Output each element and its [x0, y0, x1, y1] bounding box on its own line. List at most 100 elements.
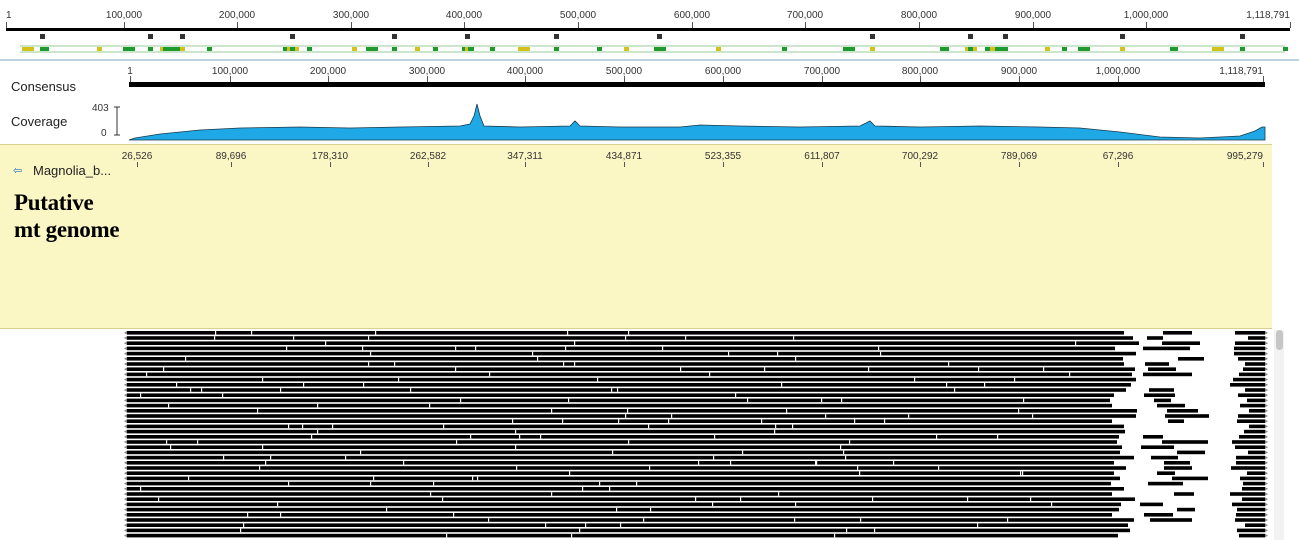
consensus-tick-mark [1118, 76, 1119, 82]
read-boundary [1022, 471, 1024, 475]
read-boundary [843, 450, 845, 455]
overview-ruler[interactable]: 1 100,000 200,000 300,000 400,000 500,000 600,… [0, 0, 1299, 30]
read-boundary [373, 476, 375, 481]
read-direction-arrow [1265, 419, 1268, 423]
read-alignment [1238, 357, 1265, 361]
read-boundary [880, 351, 882, 356]
read-direction-arrow [124, 351, 127, 356]
consensus-tick-mark [427, 76, 428, 82]
overview-feature-marker [180, 34, 185, 39]
sequence-tick-label: 26,526 [121, 151, 153, 162]
read-boundary [761, 419, 763, 423]
read-alignment [1168, 419, 1184, 423]
sequence-tick-label: 434,871 [605, 151, 643, 162]
read-boundary [735, 393, 737, 397]
overview-feature [1173, 47, 1178, 51]
read-boundary [611, 388, 613, 392]
overview-feature [990, 47, 995, 51]
read-alignment [127, 487, 1124, 491]
overview-feature-marker [40, 34, 45, 39]
read-alignment [1237, 507, 1265, 512]
read-boundary [793, 336, 795, 340]
overview-feature [415, 47, 420, 51]
read-boundary [893, 461, 895, 465]
overview-feature [1283, 47, 1288, 51]
overview-feature [985, 47, 990, 51]
read-alignment [1151, 455, 1178, 460]
read-boundary [709, 372, 711, 377]
read-boundary [781, 383, 783, 387]
sequence-ruler[interactable]: 26,526 89,696 178,310 262,582 347,311 434,871… [0, 146, 1299, 167]
read-boundary [695, 497, 697, 501]
overview-feature [490, 47, 495, 51]
overview-tick-mark [351, 22, 352, 28]
overview-feature [995, 47, 1007, 51]
read-alignment [1230, 383, 1265, 387]
read-boundary [671, 414, 673, 418]
vertical-scrollbar[interactable] [1274, 330, 1284, 540]
consensus-ruler[interactable]: 1 100,000 200,000 300,000 400,000 500,000 600,… [0, 62, 1299, 82]
overview-tick-mark [1146, 22, 1147, 28]
read-boundary [977, 523, 979, 527]
sequence-tick-mark [525, 162, 526, 167]
read-boundary [627, 409, 629, 413]
read-alignment [1167, 409, 1198, 413]
read-direction-arrow [124, 492, 127, 496]
overview-tick-mark [578, 22, 579, 28]
overview-tick-label: 800,000 [900, 10, 938, 21]
read-boundary [345, 455, 347, 460]
read-boundary [579, 528, 581, 533]
overview-feature-marker [968, 34, 973, 39]
read-alignment [127, 445, 1122, 449]
overview-feature [163, 47, 168, 51]
sequence-name-label[interactable]: Magnolia_b... [33, 163, 112, 178]
read-boundary [470, 435, 472, 439]
read-alignment [1154, 398, 1171, 403]
read-boundary [170, 445, 172, 449]
overview-feature [307, 47, 312, 51]
read-boundary [764, 367, 766, 371]
overview-feature [716, 47, 721, 51]
coverage-max-label: 403 [92, 103, 109, 114]
read-boundary [286, 346, 288, 351]
read-boundary [460, 398, 462, 403]
read-direction-arrow [1265, 476, 1268, 481]
read-boundary [293, 336, 295, 340]
read-alignment [1157, 403, 1185, 408]
read-alignment [127, 377, 1136, 382]
read-boundary [840, 445, 842, 449]
read-boundary [515, 445, 517, 449]
read-alignment [1239, 533, 1265, 538]
read-direction-arrow [124, 435, 127, 439]
read-direction-arrow [124, 336, 127, 340]
read-boundary [978, 367, 980, 371]
consensus-tick-label: 1,118,791 [1219, 66, 1263, 77]
read-boundary [841, 398, 843, 403]
overview-tick-mark [6, 22, 7, 28]
sequence-link-icon[interactable]: ⇦ [13, 165, 23, 177]
read-alignment [1177, 450, 1205, 455]
read-alignment [127, 367, 1135, 371]
consensus-label: Consensus [11, 79, 77, 94]
read-direction-arrow [1265, 507, 1268, 512]
overview-tick-label: 100,000 [105, 10, 143, 21]
read-boundary [794, 518, 796, 522]
read-boundary [443, 424, 445, 429]
read-alignment [1248, 450, 1265, 455]
overview-sequence-bar [6, 28, 1290, 31]
read-direction-arrow [1265, 346, 1268, 351]
read-boundary [857, 466, 859, 470]
read-boundary [277, 502, 279, 507]
coverage-label: Coverage [11, 114, 68, 129]
read-boundary [786, 409, 788, 413]
overview-feature-marker [870, 34, 875, 39]
read-direction-arrow [1265, 445, 1268, 449]
read-boundary [403, 461, 405, 465]
read-boundary [168, 403, 170, 408]
sequence-tick-label: 523,355 [704, 151, 742, 162]
scrollbar-thumb[interactable] [1276, 330, 1283, 350]
overview-feature [465, 47, 470, 51]
read-alignment [127, 481, 1111, 486]
read-direction-arrow [1265, 351, 1268, 356]
read-boundary [616, 507, 618, 512]
